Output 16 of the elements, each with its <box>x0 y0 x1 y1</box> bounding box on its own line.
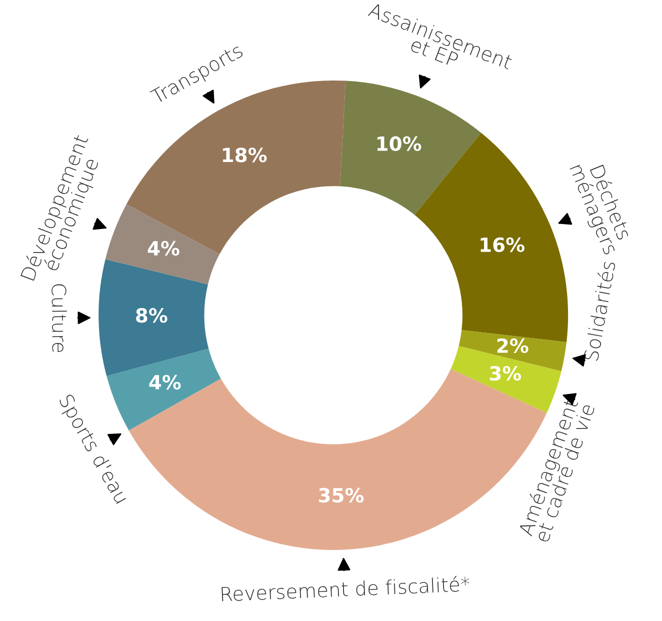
data-label: 8% <box>136 308 168 323</box>
donut-slice <box>340 80 482 215</box>
slice-label: Solidarités <box>582 260 616 362</box>
data-label: 4% <box>149 374 181 390</box>
data-label: 10% <box>377 136 422 151</box>
data-label: 4% <box>148 240 180 256</box>
donut-slice <box>98 259 209 376</box>
data-label: 18% <box>222 148 267 162</box>
data-label: 2% <box>497 338 528 354</box>
data-label: 35% <box>318 488 364 503</box>
slice-label: Reversement de fiscalité* <box>222 575 470 602</box>
donut-slice <box>106 348 221 430</box>
data-label: 16% <box>480 237 524 252</box>
data-label: 3% <box>490 366 522 381</box>
slice-label: Culture <box>52 284 68 352</box>
donut-slice <box>105 204 220 284</box>
